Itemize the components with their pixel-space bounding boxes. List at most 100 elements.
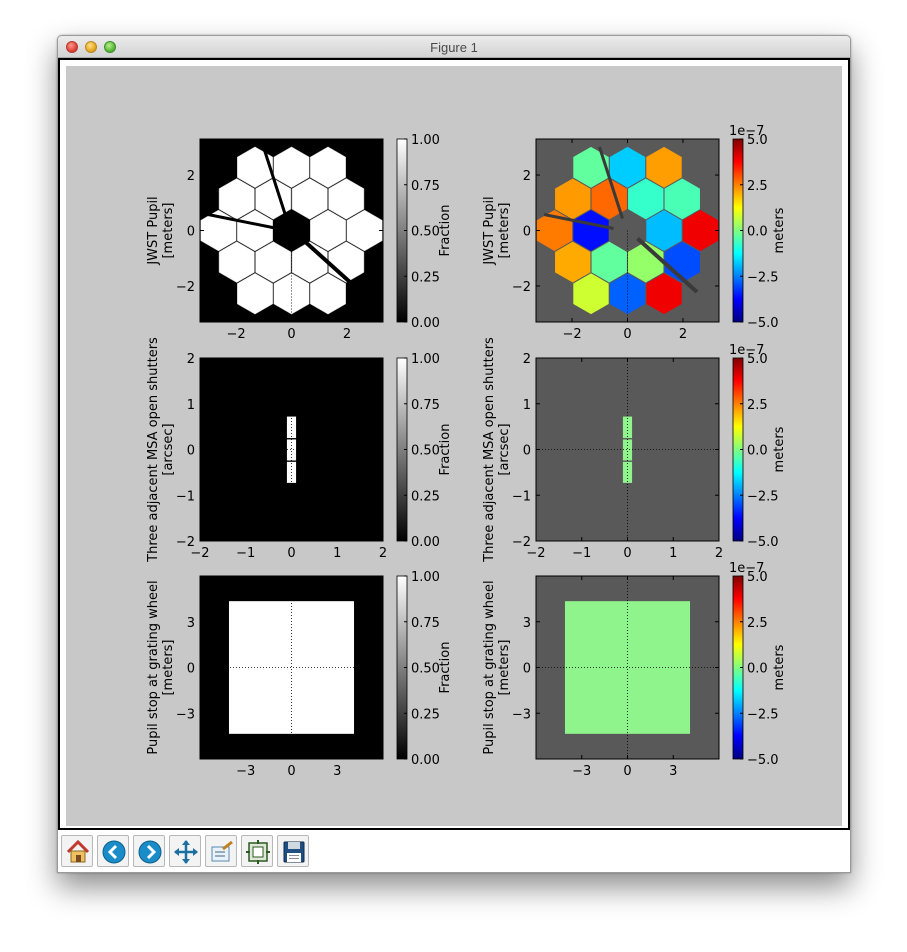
y-tick-label: 1 — [187, 398, 195, 413]
title-bar[interactable]: Figure 1 — [58, 36, 850, 58]
colorbar-tick-label: 0.0 — [747, 225, 768, 240]
subplots-icon — [246, 840, 270, 864]
mirror-segment — [218, 241, 255, 283]
colorbar-tick-label: 0.25 — [411, 707, 440, 722]
pan-button[interactable] — [169, 835, 201, 867]
x-tick-label: 0 — [287, 327, 295, 342]
minimize-window-button[interactable] — [85, 41, 97, 53]
colorbar-tick-label: 5.0 — [747, 133, 768, 148]
subplot-4: −2 −1 0 1 2 2 1 0 −1 −2 5.0 2.5 0.0 −2.5 −5.0 1e−7 meter… — [482, 337, 787, 563]
secondary-strut — [543, 213, 614, 230]
y-tick-label: 0 — [187, 662, 195, 677]
mirror-segment — [609, 146, 646, 188]
y-tick-label: 2 — [187, 169, 195, 184]
colorbar-tick-label: −5.0 — [747, 535, 779, 550]
x-tick-label: 1 — [333, 546, 341, 561]
colorbar-label: meters — [772, 644, 787, 690]
mirror-segment — [291, 178, 328, 220]
mirror-segment — [536, 210, 573, 251]
colorbar-tick-label: 0.75 — [411, 616, 440, 631]
axes-frame — [199, 138, 384, 323]
y-tick-label: 1 — [523, 398, 531, 413]
colorbar-label: Fraction — [438, 424, 453, 476]
axes-frame — [535, 575, 720, 760]
colorbar-label: meters — [772, 426, 787, 472]
close-window-button[interactable] — [66, 41, 78, 53]
x-tick-label: −2 — [226, 327, 245, 342]
y-axis-label: Three adjacent MSA open shutters — [482, 337, 497, 563]
y-axis-label: Pupil stop at grating wheel — [482, 580, 497, 754]
y-axis-label: JWST Pupil — [482, 196, 497, 265]
y-tick-label: 0 — [187, 225, 195, 240]
colorbar-tick-label: 0.00 — [411, 316, 440, 331]
y-axis-unit-label: [arcsec] — [161, 423, 176, 475]
y-tick-label: 0 — [523, 225, 531, 240]
y-tick-label: 0 — [523, 662, 531, 677]
secondary-strut — [262, 146, 288, 219]
y-axis-unit-label: [meters] — [161, 639, 176, 695]
x-tick-label: 0 — [623, 327, 631, 342]
colorbar-tick-label: 2.5 — [747, 179, 768, 194]
mirror-segment — [573, 210, 609, 251]
zoom-button[interactable] — [205, 835, 237, 867]
mirror-segment — [646, 146, 682, 188]
colorbar-tick-label: 1.00 — [411, 133, 440, 148]
y-tick-label: −3 — [176, 707, 195, 722]
subplot-1: −2 0 2 2 0 −2 1.00 0.75 0.50 0.25 0.00 Fraction JWST… — [146, 133, 453, 342]
y-tick-label: −2 — [176, 535, 195, 550]
home-icon — [66, 839, 90, 863]
mirror-segment — [591, 241, 627, 283]
colorbar-tick-label: 1.00 — [411, 570, 440, 585]
window-title: Figure 1 — [430, 40, 478, 55]
colorbar-tick-label: 0.00 — [411, 535, 440, 550]
move-icon — [174, 840, 198, 864]
x-tick-label: −3 — [236, 764, 255, 779]
colorbar-exponent: 1e−7 — [729, 124, 764, 139]
msa-shutter — [622, 439, 633, 461]
axes-frame — [535, 357, 720, 542]
home-button[interactable] — [61, 835, 93, 867]
x-tick-label: 2 — [343, 327, 351, 342]
colorbar-tick-label: −5.0 — [747, 753, 779, 768]
colorbar-label: Fraction — [438, 642, 453, 694]
colorbar-tick-label: 0.25 — [411, 489, 440, 504]
colorbar-label: meters — [772, 207, 787, 253]
x-tick-label: −3 — [572, 764, 591, 779]
y-axis-label: Pupil stop at grating wheel — [146, 580, 161, 754]
floppy-disk-icon — [283, 841, 305, 863]
colorbar-exponent: 1e−7 — [729, 343, 764, 358]
mirror-segment — [237, 146, 273, 189]
figure-window: Figure 1 −2 0 2 2 0 −2 1.00 0.75 0.50 0.25 0.00 Fra… — [57, 35, 851, 873]
back-button[interactable] — [97, 835, 129, 867]
forward-button[interactable] — [133, 835, 165, 867]
navigation-toolbar — [58, 832, 850, 872]
configure-subplots-button[interactable] — [241, 835, 273, 867]
x-tick-label: 3 — [669, 764, 677, 779]
save-button[interactable] — [277, 835, 309, 867]
colorbar-tick-label: 2.5 — [747, 616, 768, 631]
x-tick-label: 0 — [287, 764, 295, 779]
y-tick-label: −1 — [176, 489, 195, 504]
colorbar-tick-label: −5.0 — [747, 316, 779, 331]
y-tick-label: 2 — [523, 352, 531, 367]
mirror-segment — [646, 273, 682, 315]
y-tick-label: 2 — [187, 352, 195, 367]
colorbar-tick-label: −2.5 — [747, 270, 779, 285]
figure-canvas[interactable]: −2 0 2 2 0 −2 1.00 0.75 0.50 0.25 0.00 Fraction JWST… — [58, 58, 850, 830]
colorbar-tick-label: −2.5 — [747, 489, 779, 504]
y-tick-label: −1 — [512, 489, 531, 504]
y-tick-label: 0 — [523, 444, 531, 459]
y-tick-label: −3 — [512, 707, 531, 722]
pupil-segments — [536, 139, 719, 322]
colorbar-tick-label: 0.50 — [411, 225, 440, 240]
zoom-window-button[interactable] — [104, 41, 116, 53]
colorbar-tick-label: 0.75 — [411, 398, 440, 413]
mirror-segment — [573, 146, 609, 188]
x-tick-label: 0 — [623, 764, 631, 779]
subplot-3: −2 −1 0 1 2 2 1 0 −1 −2 1.00 0.75 0.50 0.25 0.00 Fracti… — [146, 337, 453, 563]
x-tick-label: 0 — [287, 546, 295, 561]
figure-plots: −2 0 220−21.000.750.500.250.00FractionJWST… — [146, 124, 787, 779]
y-axis-unit-label: [meters] — [497, 202, 512, 258]
y-tick-label: 2 — [523, 169, 531, 184]
mirror-segment — [310, 209, 346, 252]
